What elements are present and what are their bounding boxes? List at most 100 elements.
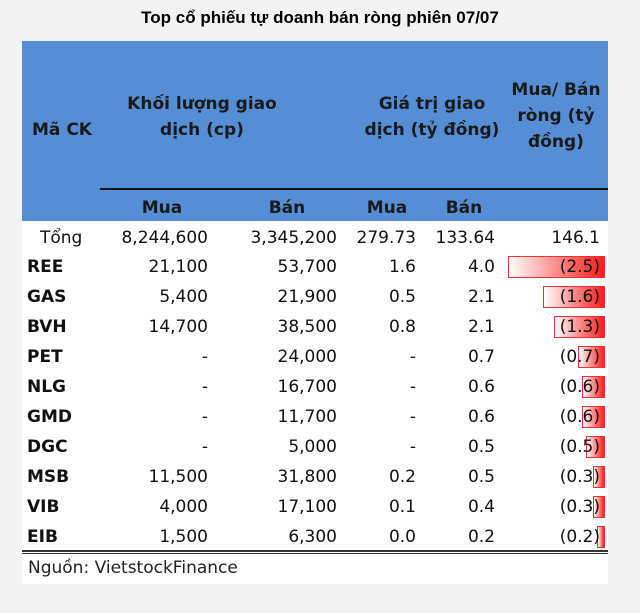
cell-val-sell: 0.2 bbox=[467, 527, 495, 547]
total-row: Tổng 8,244,600 3,345,200 279.73 133.64 146.1 bbox=[22, 223, 608, 253]
table-title: Top cổ phiếu tự doanh bán ròng phiên 07/… bbox=[141, 8, 499, 27]
table-row: MSB 11,500 31,800 0.2 0.5 (0.3) bbox=[22, 462, 608, 492]
cell-val-buy: 0.8 bbox=[388, 317, 416, 337]
cell-vol-sell: 53,700 bbox=[277, 257, 337, 277]
table-row: PET - 24,000 - 0.7 (0.7) bbox=[22, 342, 608, 372]
cell-net: (0.2) bbox=[559, 527, 600, 547]
table-row: NLG - 16,700 - 0.6 (0.6) bbox=[22, 372, 608, 402]
source-note: Nguồn: VietstockFinance bbox=[28, 558, 238, 578]
cell-vol-buy: 21,100 bbox=[148, 257, 208, 277]
header-volume: Khối lượng giao dịch (cp) bbox=[127, 94, 277, 140]
cell-vol-buy: 5,400 bbox=[159, 287, 208, 307]
cell-net: (0.7) bbox=[559, 347, 600, 367]
cell-val-buy: 0.0 bbox=[388, 527, 416, 547]
cell-val-sell: 2.1 bbox=[467, 287, 495, 307]
stock-code: REE bbox=[27, 257, 64, 277]
header-val-buy: Mua bbox=[366, 198, 408, 218]
cell-net: (0.5) bbox=[559, 437, 600, 457]
stock-code: GMD bbox=[27, 407, 72, 427]
cell-vol-sell: 3,345,200 bbox=[250, 228, 337, 248]
net-bar bbox=[554, 316, 605, 338]
cell-val-sell: 0.5 bbox=[467, 437, 495, 457]
cell-vol-sell: 11,700 bbox=[277, 407, 337, 427]
cell-vol-sell: 16,700 bbox=[277, 377, 337, 397]
stock-code: NLG bbox=[27, 377, 67, 397]
header-vol-buy: Mua bbox=[141, 198, 183, 218]
cell-net: (0.6) bbox=[559, 407, 600, 427]
net-bar bbox=[585, 436, 605, 458]
header-vol-sell: Bán bbox=[268, 198, 306, 218]
stock-code: DGC bbox=[27, 437, 68, 457]
table-row: EIB 1,500 6,300 0.0 0.2 (0.2) bbox=[22, 522, 608, 552]
cell-val-sell: 2.1 bbox=[467, 317, 495, 337]
cell-vol-sell: 5,000 bbox=[288, 437, 337, 457]
cell-vol-sell: 31,800 bbox=[277, 467, 337, 487]
cell-val-sell: 0.4 bbox=[467, 497, 495, 517]
cell-val-buy: - bbox=[409, 347, 416, 367]
stock-code: GAS bbox=[27, 287, 67, 307]
cell-val-sell: 0.7 bbox=[467, 347, 495, 367]
cell-vol-buy: 4,000 bbox=[159, 497, 208, 517]
cell-vol-buy: 14,700 bbox=[148, 317, 208, 337]
cell-val-buy: - bbox=[409, 407, 416, 427]
cell-val-buy: 1.6 bbox=[388, 257, 416, 277]
cell-val-buy: 0.1 bbox=[388, 497, 416, 517]
header-value: Giá trị giao dịch (tỷ đồng) bbox=[364, 94, 500, 140]
table-row: GMD - 11,700 - 0.6 (0.6) bbox=[22, 402, 608, 432]
table-row: VIB 4,000 17,100 0.1 0.4 (0.3) bbox=[22, 492, 608, 522]
cell-net: (1.6) bbox=[559, 287, 600, 307]
cell-net: (0.3) bbox=[559, 497, 600, 517]
net-bar bbox=[597, 526, 605, 548]
table-bottom-border bbox=[22, 550, 608, 554]
cell-vol-buy: - bbox=[201, 377, 208, 397]
cell-net: (2.5) bbox=[559, 257, 600, 277]
cell-vol-buy: 1,500 bbox=[159, 527, 208, 547]
header-val-sell: Bán bbox=[445, 198, 483, 218]
header-code: Mã CK bbox=[32, 120, 92, 140]
cell-net: (0.3) bbox=[559, 467, 600, 487]
net-bar bbox=[577, 346, 605, 368]
cell-vol-sell: 17,100 bbox=[277, 497, 337, 517]
stock-code: PET bbox=[27, 347, 63, 367]
cell-vol-sell: 24,000 bbox=[277, 347, 337, 367]
table-row: BVH 14,700 38,500 0.8 2.1 (1.3) bbox=[22, 312, 608, 342]
cell-vol-sell: 21,900 bbox=[277, 287, 337, 307]
cell-vol-buy: - bbox=[201, 347, 208, 367]
cell-net: (0.6) bbox=[559, 377, 600, 397]
net-bar bbox=[593, 466, 605, 488]
stock-code: EIB bbox=[27, 527, 58, 547]
cell-net: 146.1 bbox=[551, 228, 600, 248]
header-net: Mua/ Bán ròng (tỷ đồng) bbox=[511, 80, 601, 152]
cell-val-buy: 0.2 bbox=[388, 467, 416, 487]
net-bar bbox=[542, 286, 605, 308]
table-header: Mã CK Khối lượng giao dịch (cp) Giá trị … bbox=[22, 41, 608, 221]
net-bar bbox=[593, 496, 605, 518]
table-row: GAS 5,400 21,900 0.5 2.1 (1.6) bbox=[22, 282, 608, 312]
stock-code: MSB bbox=[27, 467, 70, 487]
cell-val-buy: - bbox=[409, 377, 416, 397]
cell-vol-buy: - bbox=[201, 407, 208, 427]
stock-code: VIB bbox=[27, 497, 60, 517]
data-table: Mã CK Khối lượng giao dịch (cp) Giá trị … bbox=[22, 41, 608, 584]
cell-val-sell: 0.6 bbox=[467, 407, 495, 427]
cell-val-buy: 0.5 bbox=[388, 287, 416, 307]
table-row: DGC - 5,000 - 0.5 (0.5) bbox=[22, 432, 608, 462]
cell-val-sell: 133.64 bbox=[435, 228, 495, 248]
table-row: REE 21,100 53,700 1.6 4.0 (2.5) bbox=[22, 252, 608, 282]
cell-vol-buy: 8,244,600 bbox=[121, 228, 208, 248]
total-label: Tổng bbox=[40, 228, 83, 248]
cell-val-sell: 0.6 bbox=[467, 377, 495, 397]
cell-vol-sell: 6,300 bbox=[288, 527, 337, 547]
cell-val-sell: 4.0 bbox=[467, 257, 495, 277]
cell-vol-sell: 38,500 bbox=[277, 317, 337, 337]
header-divider bbox=[100, 188, 608, 190]
cell-val-sell: 0.5 bbox=[467, 467, 495, 487]
cell-vol-buy: - bbox=[201, 437, 208, 457]
cell-net: (1.3) bbox=[559, 317, 600, 337]
cell-vol-buy: 11,500 bbox=[148, 467, 208, 487]
net-bar bbox=[581, 376, 605, 398]
net-bar bbox=[581, 406, 605, 428]
cell-val-buy: 279.73 bbox=[356, 228, 416, 248]
stock-code: BVH bbox=[27, 317, 67, 337]
net-bar bbox=[507, 256, 605, 278]
